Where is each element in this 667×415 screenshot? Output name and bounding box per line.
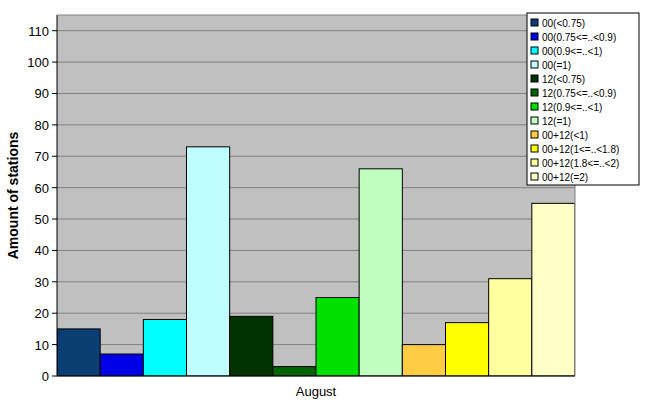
grid-line (57, 124, 575, 125)
x-axis (57, 376, 575, 377)
legend-swatch (531, 89, 538, 96)
legend-swatch (531, 117, 538, 124)
tick (52, 187, 57, 188)
legend-label: 12(=1) (542, 116, 571, 127)
bar (273, 367, 316, 376)
tick (52, 344, 57, 345)
tick (52, 156, 57, 157)
tick (52, 93, 57, 94)
tick (52, 376, 57, 377)
legend-label: 00+12(<1) (542, 130, 588, 141)
y-axis-label: Amount of stations (5, 132, 21, 260)
bar (230, 316, 273, 376)
y-axis (57, 15, 58, 376)
legend-label: 00(0.9<=..<1) (542, 46, 602, 57)
tick-label: 50 (35, 212, 49, 227)
legend-swatch (531, 131, 538, 138)
tick-label: 10 (35, 338, 49, 353)
chart: 0 10 20 30 40 50 60 70 80 90 100 110 August Amount of… (0, 0, 667, 415)
bar (316, 298, 359, 376)
tick (52, 30, 57, 31)
legend: 00(<0.75) 00(0.75<=..<0.9) 00(0.9<=..<1) 00… (527, 13, 639, 185)
tick (52, 313, 57, 314)
bar (489, 279, 532, 376)
tick-label: 80 (35, 118, 49, 133)
tick-label: 30 (35, 275, 49, 290)
bar (532, 203, 575, 376)
bar (446, 323, 489, 376)
legend-swatch (531, 75, 538, 82)
legend-swatch (531, 19, 538, 26)
tick-label: 70 (35, 149, 49, 164)
grid-line (57, 219, 575, 220)
bars (57, 147, 575, 376)
tick-label: 0 (42, 369, 49, 384)
bar (359, 169, 402, 376)
legend-swatch (531, 61, 538, 68)
bar (187, 147, 230, 376)
plot-frame (57, 15, 575, 16)
legend-label: 00(0.75<=..<0.9) (542, 32, 616, 43)
grid-line (57, 30, 575, 31)
legend-box (527, 13, 639, 185)
legend-label: 00+12(=2) (542, 172, 588, 183)
bar (402, 345, 445, 376)
grid-line (57, 250, 575, 251)
tick (52, 281, 57, 282)
tick-label: 20 (35, 306, 49, 321)
legend-swatch (531, 159, 538, 166)
plot-area (57, 15, 575, 376)
tick-label: 90 (35, 86, 49, 101)
legend-swatch (531, 103, 538, 110)
grid-line (57, 93, 575, 94)
grid-line (57, 187, 575, 188)
tick (52, 250, 57, 251)
tick (52, 219, 57, 220)
bar (143, 319, 186, 376)
category-label: August (296, 384, 337, 399)
legend-swatch (531, 145, 538, 152)
tick (52, 62, 57, 63)
legend-label: 12(0.9<=..<1) (542, 102, 602, 113)
legend-label: 00+12(1.8<=..<2) (542, 158, 619, 169)
legend-swatch (531, 47, 538, 54)
grid-line (57, 376, 575, 377)
tick (52, 124, 57, 125)
tick-label: 100 (27, 55, 49, 70)
tick-label: 110 (28, 24, 49, 39)
legend-label: 12(<0.75) (542, 74, 585, 85)
legend-label: 00(=1) (542, 60, 571, 71)
grid-line (57, 62, 575, 63)
bar (100, 354, 143, 376)
tick-label: 40 (35, 243, 49, 258)
tick-label: 60 (35, 181, 49, 196)
legend-label: 00(<0.75) (542, 18, 585, 29)
legend-label: 00+12(1<=..<1.8) (542, 144, 619, 155)
bar (57, 329, 100, 376)
grid-line (57, 156, 575, 157)
legend-label: 12(0.75<=..<0.9) (542, 88, 616, 99)
legend-swatch (531, 173, 538, 180)
legend-swatch (531, 33, 538, 40)
